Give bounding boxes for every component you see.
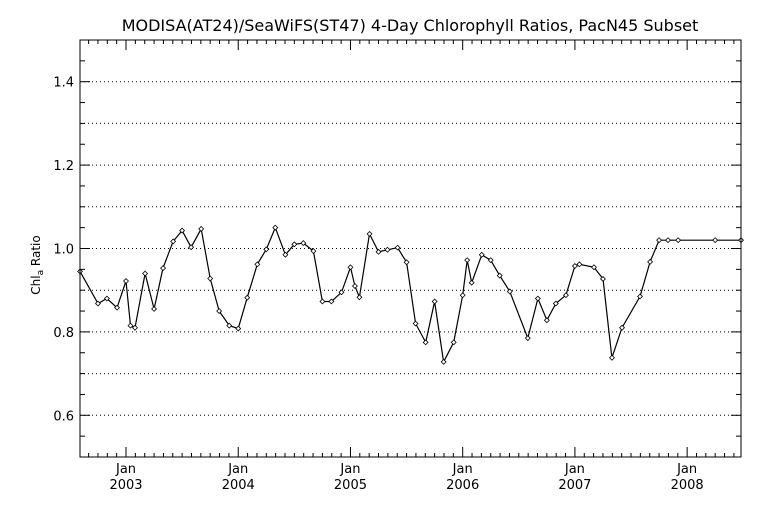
data-point bbox=[198, 225, 205, 232]
y-tick-label: 0.6 bbox=[53, 409, 74, 424]
data-point bbox=[675, 237, 682, 244]
data-point bbox=[216, 308, 223, 315]
data-point bbox=[132, 324, 138, 331]
data-point bbox=[496, 272, 503, 279]
data-point bbox=[384, 246, 391, 253]
data-point bbox=[351, 283, 358, 289]
data-point bbox=[571, 263, 578, 269]
data-point bbox=[291, 241, 298, 248]
data-point bbox=[282, 251, 289, 258]
x-tick-label-year: 2004 bbox=[222, 478, 255, 493]
data-point bbox=[151, 305, 158, 312]
x-tick-label-year: 2008 bbox=[671, 478, 704, 493]
data-point bbox=[254, 261, 261, 268]
data-point bbox=[235, 325, 242, 332]
x-tick-label-month: Jan bbox=[676, 462, 697, 477]
data-point bbox=[319, 298, 326, 305]
data-point bbox=[123, 278, 129, 284]
x-tick-label-year: 2007 bbox=[558, 478, 591, 493]
data-point bbox=[103, 295, 110, 302]
data-point bbox=[412, 320, 419, 327]
x-tick-label-year: 2003 bbox=[109, 478, 142, 493]
data-point bbox=[179, 227, 186, 234]
y-axis-label-main: Chl bbox=[29, 275, 43, 294]
data-point bbox=[244, 294, 251, 301]
data-point bbox=[478, 251, 485, 258]
series-line bbox=[79, 225, 741, 364]
data-point bbox=[468, 279, 475, 286]
x-tick-label-month: Jan bbox=[564, 462, 585, 477]
data-point bbox=[114, 304, 120, 311]
data-point bbox=[94, 300, 101, 307]
y-axis-label: Chla Ratio bbox=[29, 235, 46, 294]
data-point bbox=[440, 358, 447, 365]
data-point bbox=[543, 317, 550, 324]
data-point bbox=[665, 237, 672, 244]
data-point bbox=[591, 264, 597, 271]
y-tick-label: 1.2 bbox=[53, 159, 74, 174]
data-point bbox=[562, 292, 569, 299]
data-point bbox=[375, 248, 382, 255]
data-point bbox=[127, 322, 134, 329]
data-point bbox=[487, 257, 494, 264]
y-grid-lines bbox=[80, 81, 741, 416]
data-point bbox=[347, 264, 354, 271]
y-axis-label-subscript: a bbox=[36, 270, 46, 276]
data-point bbox=[300, 240, 307, 247]
data-point bbox=[534, 295, 541, 302]
data-point bbox=[356, 294, 363, 301]
data-point bbox=[394, 244, 401, 251]
data-point bbox=[310, 248, 317, 254]
y-tick-label: 1.4 bbox=[53, 76, 74, 91]
data-point bbox=[422, 339, 429, 346]
data-point bbox=[403, 259, 410, 266]
y-axis-label-tail: Ratio bbox=[29, 235, 43, 270]
data-point bbox=[328, 298, 335, 305]
data-point bbox=[599, 275, 606, 282]
data-point bbox=[207, 275, 214, 282]
data-point bbox=[272, 224, 279, 231]
data-point bbox=[619, 324, 626, 331]
plot-frame bbox=[79, 39, 742, 458]
y-tick-label: 0.8 bbox=[53, 326, 74, 341]
data-point bbox=[188, 244, 195, 251]
chart-title: MODISA(AT24)/SeaWiFS(ST47) 4-Day Chlorop… bbox=[122, 16, 699, 35]
data-point bbox=[608, 354, 615, 361]
data-point bbox=[263, 246, 270, 253]
data-point bbox=[656, 237, 663, 244]
x-tick-label-year: 2006 bbox=[446, 478, 479, 493]
x-axis-ticks: Jan2003Jan2004Jan2005Jan2006Jan2007Jan20… bbox=[88, 40, 735, 493]
data-point bbox=[712, 237, 719, 244]
data-point bbox=[170, 238, 177, 245]
data-point bbox=[431, 298, 438, 305]
data-point bbox=[647, 258, 654, 265]
x-tick-label-month: Jan bbox=[227, 462, 248, 477]
x-tick-label-month: Jan bbox=[339, 462, 360, 477]
data-points bbox=[77, 224, 744, 365]
data-point bbox=[576, 261, 583, 268]
data-point bbox=[464, 257, 471, 264]
data-point bbox=[142, 270, 149, 277]
data-point bbox=[366, 230, 373, 237]
x-tick-label-month: Jan bbox=[115, 462, 136, 477]
data-point bbox=[524, 335, 531, 342]
data-point bbox=[160, 265, 167, 272]
data-point bbox=[338, 289, 345, 296]
data-point bbox=[506, 288, 513, 295]
x-tick-label-year: 2005 bbox=[334, 478, 367, 493]
x-tick-label-month: Jan bbox=[452, 462, 473, 477]
y-tick-label: 1.0 bbox=[53, 243, 74, 258]
data-point bbox=[459, 292, 466, 299]
y-axis-ticks: 0.6 0.8 1.0 1.2 1.4 bbox=[53, 60, 741, 437]
data-point bbox=[450, 339, 457, 346]
data-point bbox=[226, 322, 233, 329]
data-point bbox=[552, 300, 559, 307]
data-point bbox=[637, 293, 643, 300]
